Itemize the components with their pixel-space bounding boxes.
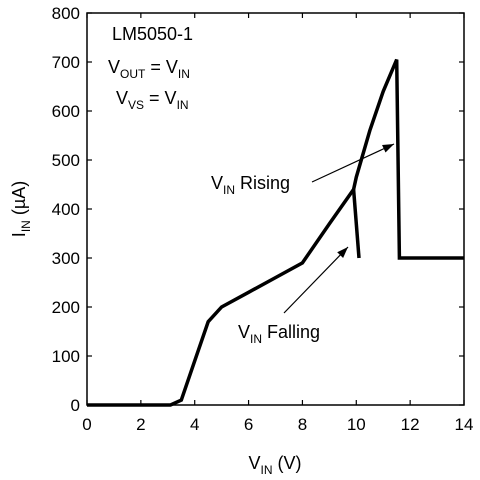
y-tick-label: 500 (52, 151, 80, 170)
x-tick-label: 0 (82, 415, 91, 434)
x-axis-label: VIN (V) (248, 453, 301, 477)
y-tick-label: 600 (52, 102, 80, 121)
x-tick-label: 6 (244, 415, 253, 434)
condition-vout-vin: VOUT = VIN (108, 57, 190, 81)
y-tick-label: 800 (52, 4, 80, 23)
series-line-1 (351, 189, 361, 259)
series-layer (87, 58, 464, 407)
y-tick-label: 200 (52, 298, 80, 317)
series-line-0 (87, 58, 464, 407)
falling-arrow (283, 246, 349, 314)
x-tick-label: 12 (401, 415, 420, 434)
y-tick-label: 400 (52, 200, 80, 219)
annotation-arrows (283, 143, 395, 314)
y-tick-label: 0 (71, 396, 80, 415)
y-tick-label: 700 (52, 53, 80, 72)
y-tick-labels: 0 100 200 300 400 500 600 700 800 (52, 4, 80, 415)
x-tick-labels: 0 2 4 6 8 10 12 14 (82, 415, 473, 434)
y-tick-label: 100 (52, 347, 80, 366)
vin-falling-label: VIN Falling (238, 322, 320, 346)
rising-arrow (311, 143, 395, 183)
vin-rising-label: VIN Rising (211, 173, 290, 197)
condition-vvs-vin: VVS = VIN (116, 88, 189, 112)
x-tick-label: 2 (136, 415, 145, 434)
rising-arrow-head (382, 144, 394, 153)
y-tick-label: 300 (52, 249, 80, 268)
x-tick-label: 8 (298, 415, 307, 434)
falling-arrow-head (337, 247, 348, 258)
part-number-label: LM5050-1 (112, 24, 193, 44)
x-tick-label: 14 (455, 415, 474, 434)
y-axis-label: IIN (µA) (9, 181, 33, 237)
x-tick-label: 10 (347, 415, 366, 434)
x-tick-label: 4 (190, 415, 199, 434)
